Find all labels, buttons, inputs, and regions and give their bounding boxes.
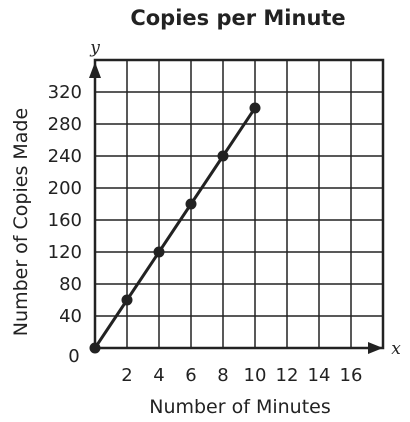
data-point: [121, 294, 133, 306]
y-tick-label: 280: [48, 114, 82, 135]
data-point: [153, 246, 165, 258]
data-point: [217, 150, 229, 162]
data-point: [89, 342, 101, 354]
grid: [89, 58, 385, 354]
y-tick-label: 120: [48, 242, 82, 263]
y-axis-label: Number of Copies Made: [10, 108, 32, 336]
plot-frame: [93, 58, 385, 350]
data-point: [185, 198, 197, 210]
origin-label: 0: [68, 346, 79, 367]
series-line: [93, 107, 257, 349]
data-marks: [89, 102, 261, 354]
x-tick-label: 4: [153, 365, 164, 386]
y-tick-label: 40: [59, 306, 82, 327]
y-tick-label: 320: [48, 82, 82, 103]
y-tick-label: 240: [48, 146, 82, 167]
y-tick-label: 160: [48, 210, 82, 231]
data-point: [249, 102, 261, 114]
y-tick-label: 80: [59, 274, 82, 295]
y-variable-label: y: [89, 38, 100, 58]
x-tick-label: 2: [121, 365, 132, 386]
chart-title: Copies per Minute: [130, 6, 345, 30]
x-tick-label: 14: [308, 365, 331, 386]
tick-labels: 2 4 6 8 10 12 14 16 40 80 120 160 200 240 280 320: [48, 82, 363, 386]
x-tick-label: 10: [244, 365, 267, 386]
x-variable-label: x: [391, 339, 401, 359]
x-axis-label: Number of Minutes: [149, 396, 331, 418]
x-tick-label: 12: [276, 365, 299, 386]
y-axis-arrow: [89, 62, 101, 78]
x-tick-label: 8: [217, 365, 228, 386]
x-axis-arrow: [368, 342, 383, 354]
x-tick-label: 16: [340, 365, 363, 386]
x-tick-label: 6: [185, 365, 196, 386]
y-tick-label: 200: [48, 178, 82, 199]
